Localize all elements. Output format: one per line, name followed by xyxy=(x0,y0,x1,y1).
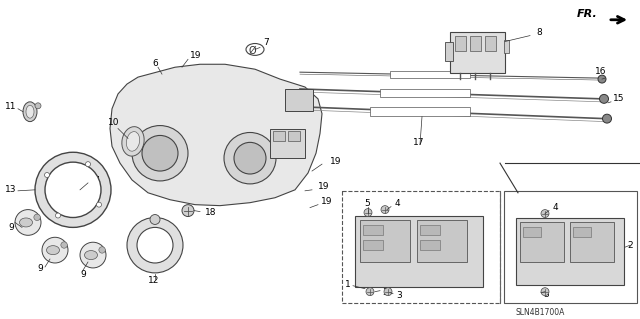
Text: 7: 7 xyxy=(263,38,269,47)
Circle shape xyxy=(600,94,609,103)
Bar xyxy=(520,222,564,262)
Bar xyxy=(420,226,440,235)
Circle shape xyxy=(51,168,95,211)
Ellipse shape xyxy=(122,127,144,156)
Bar xyxy=(417,220,467,262)
Bar xyxy=(342,191,500,302)
Text: 9: 9 xyxy=(80,271,86,279)
Text: 4: 4 xyxy=(553,203,559,212)
Bar xyxy=(270,129,305,158)
Circle shape xyxy=(86,162,90,167)
Circle shape xyxy=(61,242,67,248)
Text: 10: 10 xyxy=(108,118,120,127)
Bar xyxy=(363,226,383,235)
Bar xyxy=(485,36,496,51)
Circle shape xyxy=(541,288,549,296)
Text: 3: 3 xyxy=(382,288,388,297)
Circle shape xyxy=(142,136,178,171)
Bar xyxy=(355,216,483,287)
Circle shape xyxy=(42,237,68,263)
Text: FR.: FR. xyxy=(577,9,598,19)
Text: SLN4B1700A: SLN4B1700A xyxy=(516,308,565,317)
Circle shape xyxy=(15,210,41,235)
Bar xyxy=(420,240,440,250)
Circle shape xyxy=(35,152,111,227)
Circle shape xyxy=(381,206,389,213)
Circle shape xyxy=(224,132,276,184)
Ellipse shape xyxy=(126,131,140,151)
Text: 18: 18 xyxy=(205,208,216,217)
Bar xyxy=(570,222,614,262)
Polygon shape xyxy=(110,64,322,206)
Text: 19: 19 xyxy=(190,51,202,60)
Circle shape xyxy=(602,114,611,123)
Bar xyxy=(470,36,481,51)
Circle shape xyxy=(80,242,106,268)
Circle shape xyxy=(132,126,188,181)
Circle shape xyxy=(182,205,194,217)
Text: 6: 6 xyxy=(152,59,157,68)
Text: 11: 11 xyxy=(5,102,17,111)
Circle shape xyxy=(137,227,173,263)
Circle shape xyxy=(39,156,107,223)
Circle shape xyxy=(541,210,549,218)
Text: 13: 13 xyxy=(5,185,17,194)
Circle shape xyxy=(234,142,266,174)
Bar xyxy=(390,71,470,78)
Bar xyxy=(285,89,313,111)
Circle shape xyxy=(99,247,106,253)
Circle shape xyxy=(34,214,40,220)
Ellipse shape xyxy=(19,218,33,227)
Ellipse shape xyxy=(26,105,34,118)
Bar xyxy=(450,32,505,73)
Circle shape xyxy=(366,288,374,296)
Bar xyxy=(363,240,383,250)
Text: 8: 8 xyxy=(536,28,541,37)
Text: 3: 3 xyxy=(543,290,548,299)
Circle shape xyxy=(45,173,49,177)
Text: 12: 12 xyxy=(148,276,159,285)
Text: 19: 19 xyxy=(330,157,342,166)
Bar xyxy=(360,220,410,262)
Circle shape xyxy=(150,215,160,225)
Bar xyxy=(445,41,453,61)
Text: 19: 19 xyxy=(321,197,333,206)
Text: 1: 1 xyxy=(345,280,351,289)
Text: 5: 5 xyxy=(364,199,370,208)
Text: Ø: Ø xyxy=(248,45,256,56)
Bar xyxy=(523,227,541,237)
Text: 15: 15 xyxy=(613,94,625,103)
Circle shape xyxy=(97,202,102,207)
Circle shape xyxy=(35,103,41,109)
Text: 17: 17 xyxy=(413,138,424,147)
Bar xyxy=(273,131,285,141)
Ellipse shape xyxy=(47,246,60,255)
Bar xyxy=(516,218,624,285)
Bar xyxy=(504,40,509,53)
Bar xyxy=(504,191,637,302)
Text: 4: 4 xyxy=(395,199,401,208)
Bar xyxy=(370,107,470,116)
Circle shape xyxy=(384,288,392,296)
Text: 19: 19 xyxy=(318,182,330,191)
Circle shape xyxy=(56,213,61,218)
Circle shape xyxy=(127,218,183,273)
Text: 16: 16 xyxy=(595,67,607,76)
Bar xyxy=(455,36,466,51)
Bar xyxy=(573,227,591,237)
Bar xyxy=(380,89,470,97)
Text: 9: 9 xyxy=(37,264,43,273)
Ellipse shape xyxy=(246,43,264,56)
Text: 14: 14 xyxy=(90,176,101,185)
Text: 9: 9 xyxy=(8,223,13,232)
Circle shape xyxy=(45,162,101,218)
Circle shape xyxy=(364,209,372,217)
Bar xyxy=(288,131,300,141)
Text: 3: 3 xyxy=(396,291,402,300)
Ellipse shape xyxy=(84,251,97,260)
Text: 2: 2 xyxy=(627,241,633,250)
Ellipse shape xyxy=(23,102,37,122)
Circle shape xyxy=(598,75,606,83)
